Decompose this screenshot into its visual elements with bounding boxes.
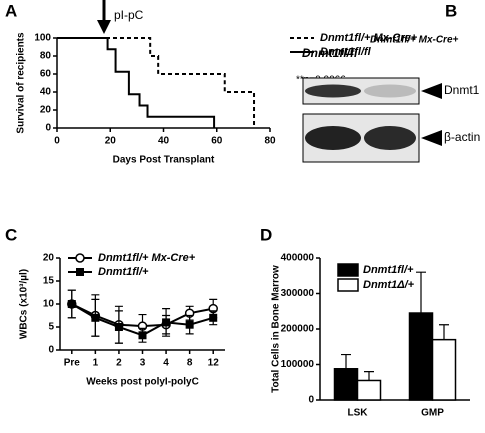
y-tick-label: 80 [40, 51, 52, 62]
x-tick-label: 20 [105, 136, 117, 147]
y-tick-label: 40 [40, 87, 52, 98]
y-axis-label: Survival of recipients [16, 32, 27, 134]
marker [75, 253, 85, 263]
y-tick-label: 0 [308, 395, 314, 406]
blot-band [364, 126, 416, 150]
legend-label: Dnmt1fl/+ [98, 266, 149, 278]
series-line [57, 37, 216, 128]
panel-letter: C [5, 225, 17, 244]
legend-swatch [337, 278, 359, 292]
band-arrow [421, 130, 442, 146]
annotation: pI-pC [114, 8, 144, 22]
x-tick-label: Pre [64, 358, 81, 369]
band-label: β-actin [444, 130, 480, 144]
x-tick-label: 3 [140, 358, 146, 369]
x-tick-label: 80 [264, 136, 276, 147]
x-tick-label: 2 [116, 358, 122, 369]
bar [356, 379, 382, 401]
injection-arrow-head [97, 20, 111, 34]
x-axis-label: Days Post Transplant [113, 155, 215, 166]
x-tick-label: 60 [211, 136, 223, 147]
x-tick-label: 1 [93, 358, 99, 369]
y-tick-label: 15 [43, 276, 55, 287]
band-label: Dnmt1 [444, 83, 480, 97]
series-line [57, 37, 256, 128]
marker [185, 320, 194, 329]
error-bar [416, 271, 426, 314]
error-bar [341, 353, 351, 369]
y-axis-label: WBCs (x10³/µl) [19, 269, 30, 339]
marker [209, 313, 218, 322]
y-tick-label: 60 [40, 69, 52, 80]
bar [333, 368, 359, 401]
y-tick-label: 0 [45, 123, 51, 134]
y-tick-label: 20 [40, 105, 52, 116]
panel-letter: A [5, 1, 17, 20]
bar [431, 338, 457, 401]
x-tick-label: 0 [54, 136, 60, 147]
blot-band [305, 126, 361, 150]
legend-swatch [337, 263, 359, 277]
x-tick-label: 4 [163, 358, 169, 369]
x-tick-label: 12 [208, 358, 220, 369]
y-tick-label: 200000 [281, 324, 315, 335]
y-tick-label: 20 [43, 253, 55, 264]
marker [91, 313, 100, 322]
lane-label: Dnmt1fl/+ Mx-Cre+ [370, 35, 459, 46]
legend-label: Dnmt1fl/+ Mx-Cre+ [98, 252, 196, 264]
x-axis-label: Weeks post polyI-polyC [86, 377, 199, 388]
marker [138, 331, 147, 340]
error-bar [364, 371, 374, 381]
legend-label: Dnmt1fl/fl [320, 46, 372, 58]
error-bar [439, 324, 449, 340]
legend-label: Dnmt1fl/+ Mx-Cre+ [320, 32, 418, 44]
x-tick-label: 8 [187, 358, 193, 369]
marker [67, 300, 76, 308]
y-tick-label: 100000 [281, 359, 315, 370]
blot-band [305, 84, 361, 98]
band-arrow [421, 83, 442, 99]
y-axis-label: Total Cells in Bone Marrow [271, 265, 282, 393]
y-tick-label: 100 [34, 33, 51, 44]
marker [76, 268, 84, 276]
marker [114, 323, 123, 331]
bar [408, 312, 434, 401]
y-tick-label: 5 [48, 322, 54, 333]
x-tick-label: LSK [348, 408, 369, 419]
y-tick-label: 10 [43, 299, 55, 310]
panel-letter: D [260, 225, 272, 244]
lane-label: Dnmt1fl/fl [302, 46, 358, 60]
y-tick-label: 300000 [281, 288, 315, 299]
y-tick-label: 400000 [281, 253, 315, 264]
x-tick-label: 40 [158, 136, 170, 147]
x-tick-label: GMP [421, 408, 444, 419]
marker [162, 318, 171, 327]
legend-label: Dnmt1fl/+ [363, 264, 414, 276]
y-tick-label: 0 [48, 345, 54, 356]
panel-letter: B [445, 1, 457, 20]
legend-label: Dnmt1Δ/+ [363, 279, 415, 291]
blot-band [364, 84, 416, 98]
